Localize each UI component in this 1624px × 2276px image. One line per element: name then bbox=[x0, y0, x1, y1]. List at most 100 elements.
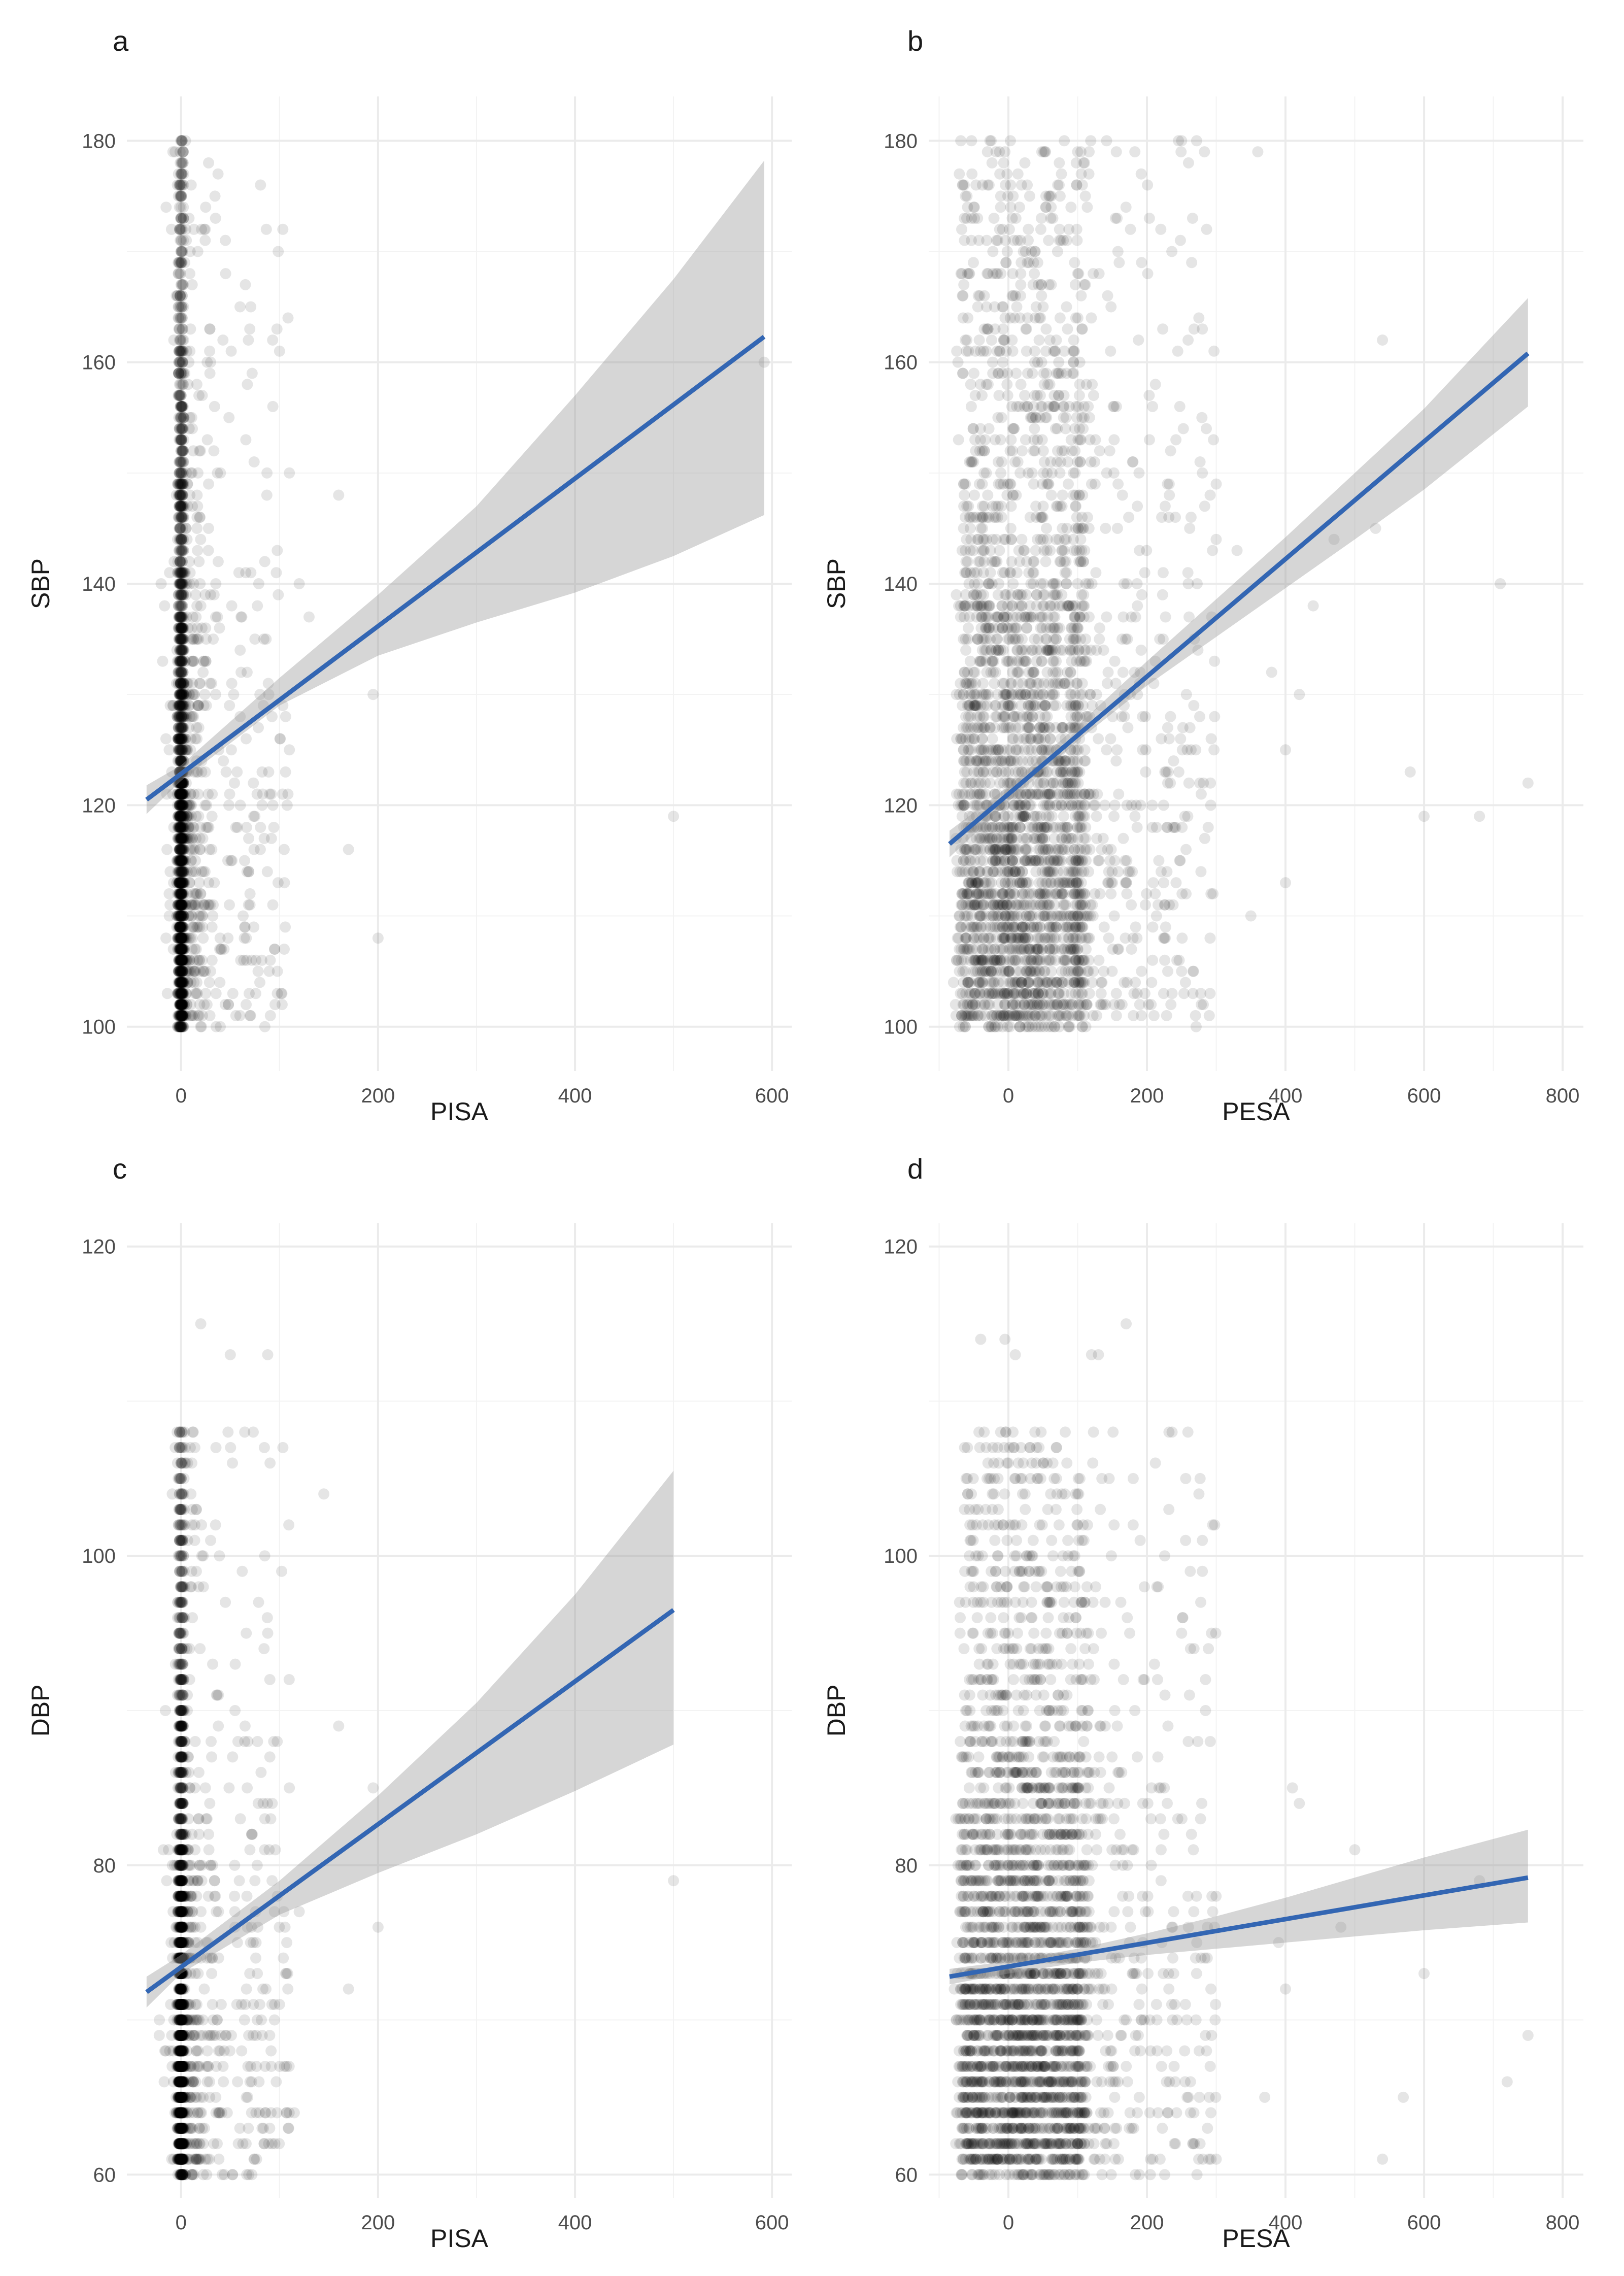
scatter-point bbox=[174, 390, 186, 401]
scatter-point bbox=[1012, 456, 1024, 467]
scatter-point bbox=[186, 279, 198, 290]
scatter-point bbox=[959, 489, 970, 501]
scatter-point bbox=[181, 345, 193, 357]
scatter-point bbox=[1028, 578, 1039, 589]
scatter-point bbox=[177, 888, 189, 899]
scatter-point bbox=[174, 533, 186, 545]
scatter-point bbox=[1047, 666, 1059, 678]
scatter-point bbox=[192, 921, 204, 933]
scatter-point bbox=[960, 855, 971, 866]
scatter-point bbox=[1073, 811, 1085, 822]
scatter-point bbox=[956, 545, 968, 556]
scatter-point bbox=[244, 1010, 256, 1021]
scatter-point bbox=[1016, 600, 1028, 612]
scatter-point bbox=[1003, 822, 1015, 833]
panel-b-tag: b bbox=[907, 25, 923, 57]
scatter-point bbox=[174, 522, 186, 534]
scatter-point bbox=[1040, 146, 1052, 158]
scatter-point bbox=[1011, 944, 1023, 955]
scatter-point bbox=[974, 977, 986, 988]
scatter-point bbox=[977, 522, 988, 534]
scatter-point bbox=[198, 899, 210, 911]
scatter-point bbox=[1027, 279, 1039, 290]
scatter-point bbox=[1006, 832, 1018, 844]
scatter-point bbox=[257, 788, 268, 800]
scatter-point bbox=[1036, 700, 1048, 711]
scatter-point bbox=[155, 578, 167, 589]
scatter-point bbox=[955, 600, 966, 612]
scatter-point bbox=[176, 988, 187, 999]
scatter-point bbox=[178, 478, 189, 490]
scatter-point bbox=[1033, 888, 1044, 899]
scatter-point bbox=[967, 545, 979, 556]
scatter-point bbox=[1063, 1021, 1074, 1032]
scatter-point bbox=[242, 379, 253, 390]
scatter-point bbox=[1029, 811, 1041, 822]
scatter-point bbox=[224, 700, 235, 711]
scatter-point bbox=[1025, 700, 1036, 711]
scatter-point bbox=[175, 944, 187, 955]
scatter-point bbox=[1035, 223, 1046, 235]
scatter-point bbox=[193, 445, 205, 457]
scatter-point bbox=[1028, 666, 1039, 678]
scatter-point bbox=[203, 877, 215, 889]
scatter-point bbox=[175, 744, 187, 756]
scatter-point bbox=[176, 135, 187, 147]
scatter-point bbox=[968, 799, 980, 811]
scatter-point bbox=[175, 999, 186, 1011]
scatter-point bbox=[1162, 722, 1173, 733]
scatter-point bbox=[177, 888, 188, 899]
scatter-point bbox=[208, 445, 220, 457]
scatter-point bbox=[173, 578, 185, 589]
scatter-point bbox=[175, 633, 187, 645]
scatter-point bbox=[176, 467, 187, 479]
scatter-point bbox=[1062, 323, 1073, 335]
scatter-point bbox=[174, 356, 185, 368]
scatter-point bbox=[176, 921, 188, 933]
scatter-point bbox=[188, 965, 199, 977]
scatter-point bbox=[177, 954, 188, 966]
scatter-point bbox=[174, 733, 186, 745]
scatter-point bbox=[1009, 312, 1021, 324]
scatter-point bbox=[955, 921, 967, 933]
scatter-point bbox=[175, 689, 186, 700]
scatter-point bbox=[174, 977, 186, 988]
scatter-point bbox=[1067, 633, 1079, 645]
scatter-point bbox=[173, 179, 185, 191]
scatter-point bbox=[1053, 988, 1064, 999]
scatter-point bbox=[959, 666, 970, 678]
scatter-point bbox=[997, 323, 1009, 335]
scatter-point bbox=[175, 611, 186, 623]
scatter-point bbox=[978, 700, 990, 711]
scatter-point bbox=[175, 954, 187, 966]
scatter-point bbox=[1034, 689, 1045, 700]
scatter-point bbox=[989, 434, 1001, 446]
scatter-point bbox=[190, 899, 201, 911]
scatter-point bbox=[976, 445, 988, 457]
scatter-point bbox=[1043, 279, 1055, 290]
scatter-point bbox=[175, 379, 186, 390]
scatter-point bbox=[174, 689, 185, 700]
scatter-point bbox=[990, 500, 1002, 512]
scatter-point bbox=[178, 1010, 190, 1021]
scatter-point bbox=[1001, 379, 1013, 390]
scatter-point bbox=[1015, 268, 1027, 280]
scatter-point bbox=[173, 589, 184, 600]
scatter-point bbox=[176, 888, 188, 899]
scatter-point bbox=[1052, 910, 1064, 922]
scatter-point bbox=[963, 711, 974, 722]
scatter-point bbox=[223, 999, 234, 1011]
scatter-point bbox=[1008, 888, 1020, 899]
scatter-point bbox=[1065, 666, 1076, 678]
scatter-point bbox=[204, 345, 216, 357]
scatter-point bbox=[176, 578, 188, 589]
scatter-point bbox=[204, 323, 216, 335]
scatter-point bbox=[1033, 788, 1045, 800]
scatter-point bbox=[179, 877, 190, 889]
scatter-point bbox=[1023, 877, 1034, 889]
scatter-point bbox=[1044, 733, 1056, 745]
scatter-point bbox=[172, 832, 184, 844]
scatter-point bbox=[1045, 489, 1057, 501]
scatter-point bbox=[199, 589, 211, 600]
scatter-point bbox=[174, 578, 185, 589]
